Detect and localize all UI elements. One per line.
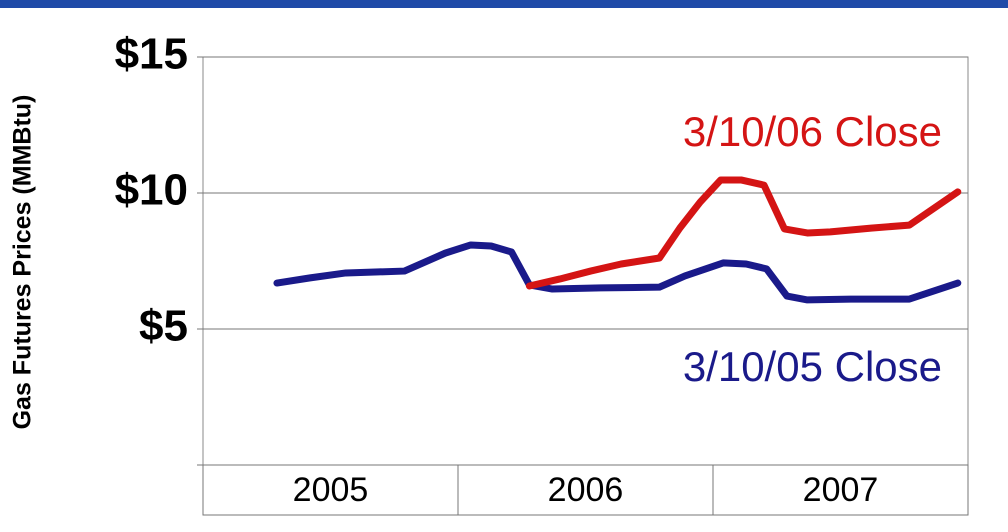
y-tick-label: $15 bbox=[115, 30, 188, 79]
y-tick-label: $10 bbox=[115, 166, 188, 215]
y-tick-label: $5 bbox=[139, 302, 188, 351]
series-label: 3/10/05 Close bbox=[683, 343, 942, 390]
y-axis-label: Gas Futures Prices (MMBtu) bbox=[9, 95, 37, 430]
x-category-label: 2005 bbox=[293, 471, 369, 509]
series-line bbox=[525, 176, 962, 290]
top-bar bbox=[0, 0, 1008, 8]
x-category-label: 2007 bbox=[803, 471, 879, 509]
series-line bbox=[273, 241, 962, 304]
x-category-label: 2006 bbox=[548, 471, 624, 509]
category-frame bbox=[202, 464, 969, 516]
series-label: 3/10/06 Close bbox=[683, 108, 942, 155]
